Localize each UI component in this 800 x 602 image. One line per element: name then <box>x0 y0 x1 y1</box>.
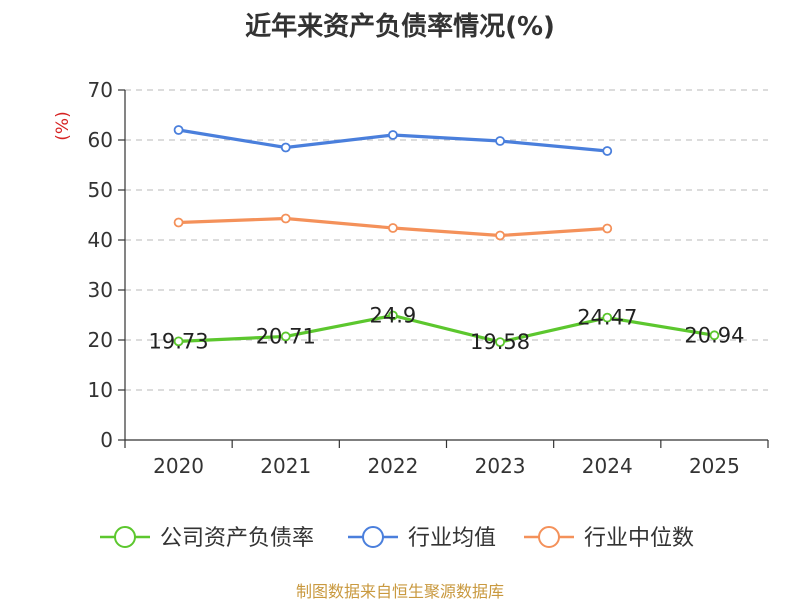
y-axis-label: (%) <box>53 111 73 140</box>
data-point <box>388 130 398 140</box>
data-label: 24.47 <box>577 306 637 330</box>
legend-marker <box>362 526 384 548</box>
data-point <box>602 223 613 234</box>
x-tick-label: 2024 <box>582 454 633 478</box>
data-point <box>602 146 613 156</box>
legend-label: 公司资产负债率 <box>160 526 314 551</box>
legend-marker <box>114 526 136 548</box>
data-point <box>280 331 291 342</box>
data-point <box>173 336 184 347</box>
data-label: 19.58 <box>470 330 530 354</box>
y-tick-label: 60 <box>88 128 113 152</box>
source-note: 制图数据来自恒生聚源数据库 <box>295 582 504 601</box>
y-tick-label: 20 <box>88 328 113 352</box>
x-tick-label: 2022 <box>367 454 418 478</box>
data-label: 20.71 <box>256 324 316 348</box>
data-point <box>388 223 398 233</box>
data-point <box>495 136 505 146</box>
data-label: 20.94 <box>684 323 744 347</box>
data-point <box>602 312 613 323</box>
data-point <box>388 310 398 321</box>
legend-marker <box>538 526 560 548</box>
data-point <box>280 213 291 224</box>
data-point <box>280 142 291 153</box>
x-tick-label: 2021 <box>260 454 311 478</box>
data-point <box>173 125 184 135</box>
x-tick-label: 2023 <box>475 454 526 478</box>
y-tick-label: 70 <box>88 78 113 102</box>
data-label: 19.73 <box>149 329 209 353</box>
series-line-0 <box>178 313 715 344</box>
data-point <box>173 217 184 228</box>
y-tick-label: 10 <box>88 378 113 402</box>
y-tick-label: 30 <box>88 278 113 302</box>
x-tick-label: 2020 <box>153 454 204 478</box>
data-label: 24.9 <box>370 304 417 328</box>
y-tick-label: 0 <box>100 428 113 452</box>
data-point <box>495 230 505 241</box>
chart-title: 近年来资产负债率情况(%) <box>245 12 555 42</box>
legend-label: 行业中位数 <box>584 526 694 551</box>
legend-label: 行业均值 <box>408 526 496 551</box>
y-tick-label: 40 <box>88 228 113 252</box>
x-tick-label: 2025 <box>689 454 740 478</box>
data-point <box>709 330 720 341</box>
y-tick-label: 50 <box>88 178 113 202</box>
data-point <box>495 337 505 348</box>
